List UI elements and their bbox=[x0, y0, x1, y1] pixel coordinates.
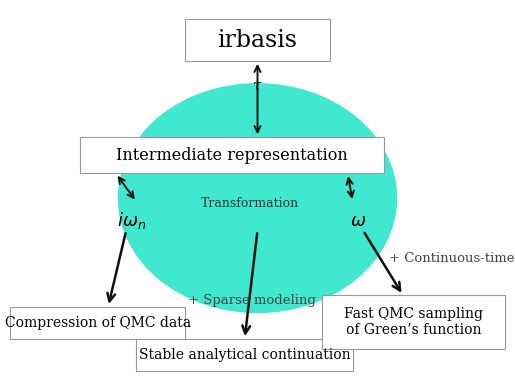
Text: Compression of QMC data: Compression of QMC data bbox=[5, 316, 191, 330]
Text: Stable analytical continuation: Stable analytical continuation bbox=[139, 348, 350, 362]
Text: + Sparse modeling: + Sparse modeling bbox=[188, 295, 316, 307]
Text: irbasis: irbasis bbox=[217, 29, 298, 51]
FancyBboxPatch shape bbox=[136, 339, 353, 371]
Text: τ: τ bbox=[253, 79, 262, 93]
Text: Fast QMC sampling
of Green’s function: Fast QMC sampling of Green’s function bbox=[344, 307, 483, 337]
FancyBboxPatch shape bbox=[185, 19, 330, 61]
Text: Intermediate representation: Intermediate representation bbox=[116, 147, 348, 164]
Ellipse shape bbox=[118, 84, 397, 312]
FancyBboxPatch shape bbox=[322, 295, 505, 349]
Text: Transformation: Transformation bbox=[201, 197, 299, 210]
Text: + Continuous-time QMC: + Continuous-time QMC bbox=[389, 251, 515, 264]
FancyBboxPatch shape bbox=[10, 307, 185, 339]
Text: $\omega$: $\omega$ bbox=[350, 212, 366, 230]
Text: $i\omega_n$: $i\omega_n$ bbox=[117, 210, 146, 232]
FancyBboxPatch shape bbox=[80, 137, 384, 173]
